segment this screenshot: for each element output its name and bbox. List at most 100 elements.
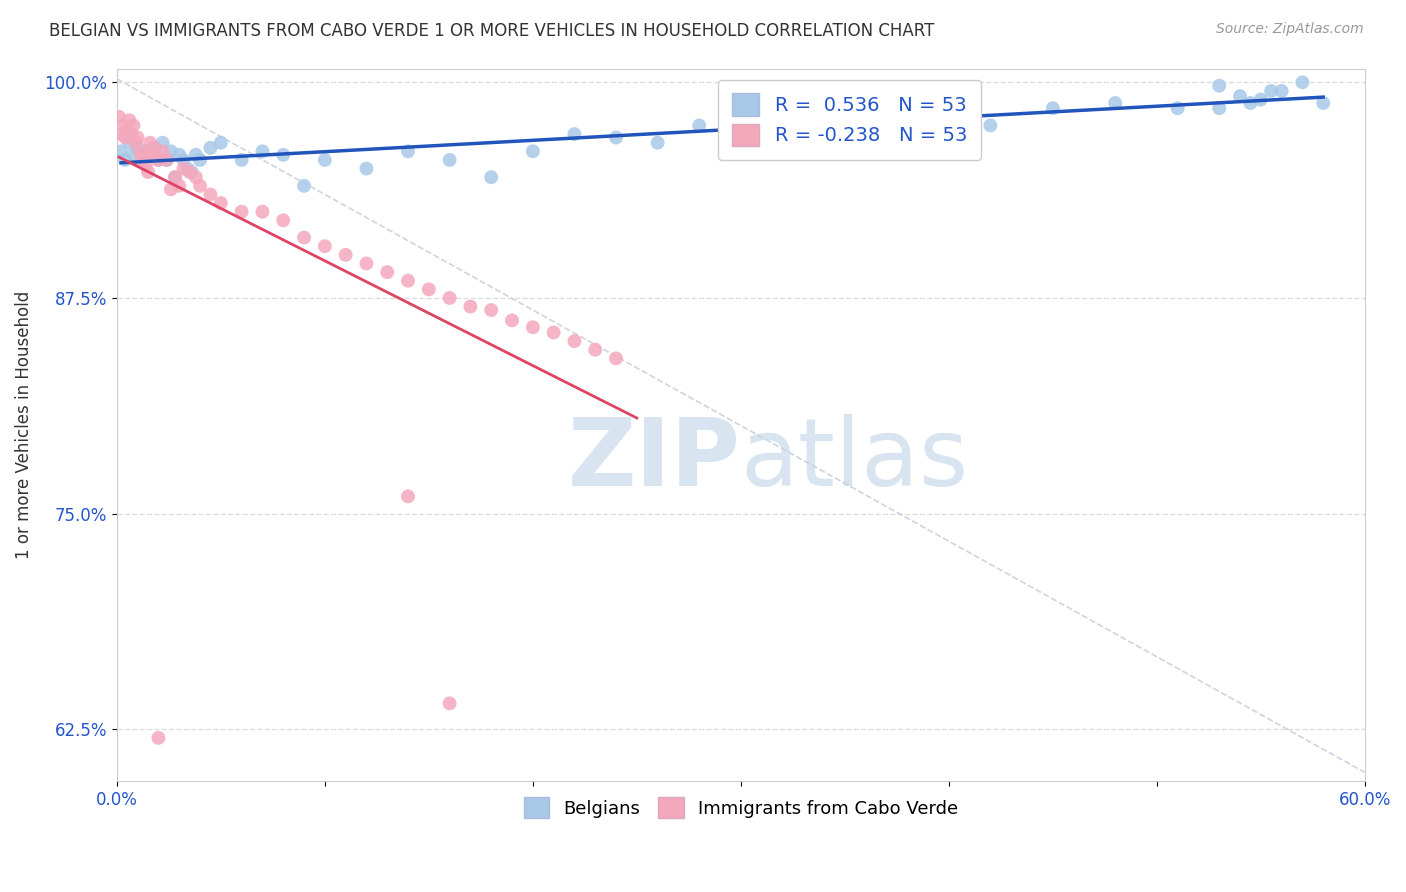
Legend: Belgians, Immigrants from Cabo Verde: Belgians, Immigrants from Cabo Verde — [516, 790, 966, 825]
Text: Source: ZipAtlas.com: Source: ZipAtlas.com — [1216, 22, 1364, 37]
Point — [1291, 75, 1313, 89]
Point — [143, 141, 166, 155]
Point — [314, 153, 336, 167]
Point — [252, 204, 274, 219]
Point — [108, 110, 131, 124]
Point — [375, 265, 398, 279]
Point — [148, 153, 170, 167]
Point — [176, 161, 198, 176]
Point — [110, 145, 132, 159]
Point — [128, 145, 150, 159]
Point — [1312, 95, 1334, 110]
Point — [418, 282, 440, 296]
Point — [792, 119, 814, 133]
Point — [1167, 101, 1189, 115]
Point — [184, 170, 207, 185]
Point — [143, 141, 166, 155]
Point — [179, 165, 201, 179]
Point — [396, 274, 419, 288]
Point — [356, 256, 378, 270]
Point — [156, 153, 179, 167]
Point — [252, 145, 274, 159]
Point — [165, 170, 187, 185]
Point — [1250, 93, 1272, 107]
Point — [148, 731, 170, 745]
Point — [583, 343, 606, 357]
Point — [1042, 101, 1064, 115]
Text: ZIP: ZIP — [568, 415, 741, 507]
Point — [564, 334, 586, 348]
Point — [180, 165, 202, 179]
Point — [114, 130, 136, 145]
Point — [271, 148, 294, 162]
Point — [1104, 95, 1126, 110]
Point — [145, 148, 167, 162]
Point — [522, 320, 544, 334]
Point — [139, 136, 162, 150]
Point — [135, 145, 157, 159]
Point — [139, 148, 162, 162]
Point — [1208, 78, 1230, 93]
Point — [730, 130, 752, 145]
Point — [160, 182, 183, 196]
Point — [200, 187, 222, 202]
Point — [127, 130, 149, 145]
Point — [209, 196, 232, 211]
Point — [124, 136, 146, 150]
Point — [188, 178, 211, 193]
Point — [396, 489, 419, 503]
Point — [1229, 89, 1251, 103]
Y-axis label: 1 or more Vehicles in Household: 1 or more Vehicles in Household — [15, 291, 32, 559]
Point — [292, 230, 315, 244]
Point — [1260, 84, 1282, 98]
Point — [141, 145, 163, 159]
Point — [184, 148, 207, 162]
Point — [131, 153, 153, 167]
Point — [855, 123, 877, 137]
Point — [188, 153, 211, 167]
Point — [165, 170, 187, 185]
Point — [152, 145, 174, 159]
Point — [479, 303, 502, 318]
Text: BELGIAN VS IMMIGRANTS FROM CABO VERDE 1 OR MORE VEHICLES IN HOUSEHOLD CORRELATIO: BELGIAN VS IMMIGRANTS FROM CABO VERDE 1 … — [49, 22, 935, 40]
Point — [127, 141, 149, 155]
Point — [118, 136, 141, 150]
Point — [292, 178, 315, 193]
Point — [135, 158, 157, 172]
Point — [132, 148, 155, 162]
Point — [1239, 95, 1261, 110]
Point — [200, 141, 222, 155]
Point — [148, 153, 170, 167]
Point — [479, 170, 502, 185]
Point — [1208, 101, 1230, 115]
Point — [647, 136, 669, 150]
Point — [209, 136, 232, 150]
Point — [460, 300, 482, 314]
Point — [115, 123, 138, 137]
Point — [396, 145, 419, 159]
Point — [314, 239, 336, 253]
Point — [979, 119, 1001, 133]
Point — [439, 697, 461, 711]
Point — [439, 291, 461, 305]
Point — [1271, 84, 1294, 98]
Point — [156, 153, 179, 167]
Point — [501, 313, 523, 327]
Point — [112, 119, 135, 133]
Text: atlas: atlas — [741, 415, 969, 507]
Point — [114, 153, 136, 167]
Point — [543, 326, 565, 340]
Point — [122, 119, 145, 133]
Point — [160, 145, 183, 159]
Point — [120, 127, 142, 141]
Point — [605, 130, 627, 145]
Point — [356, 161, 378, 176]
Point — [605, 351, 627, 366]
Point — [564, 127, 586, 141]
Point — [172, 153, 194, 167]
Point — [439, 153, 461, 167]
Point — [231, 204, 253, 219]
Point — [122, 148, 145, 162]
Point — [118, 113, 141, 128]
Point — [152, 136, 174, 150]
